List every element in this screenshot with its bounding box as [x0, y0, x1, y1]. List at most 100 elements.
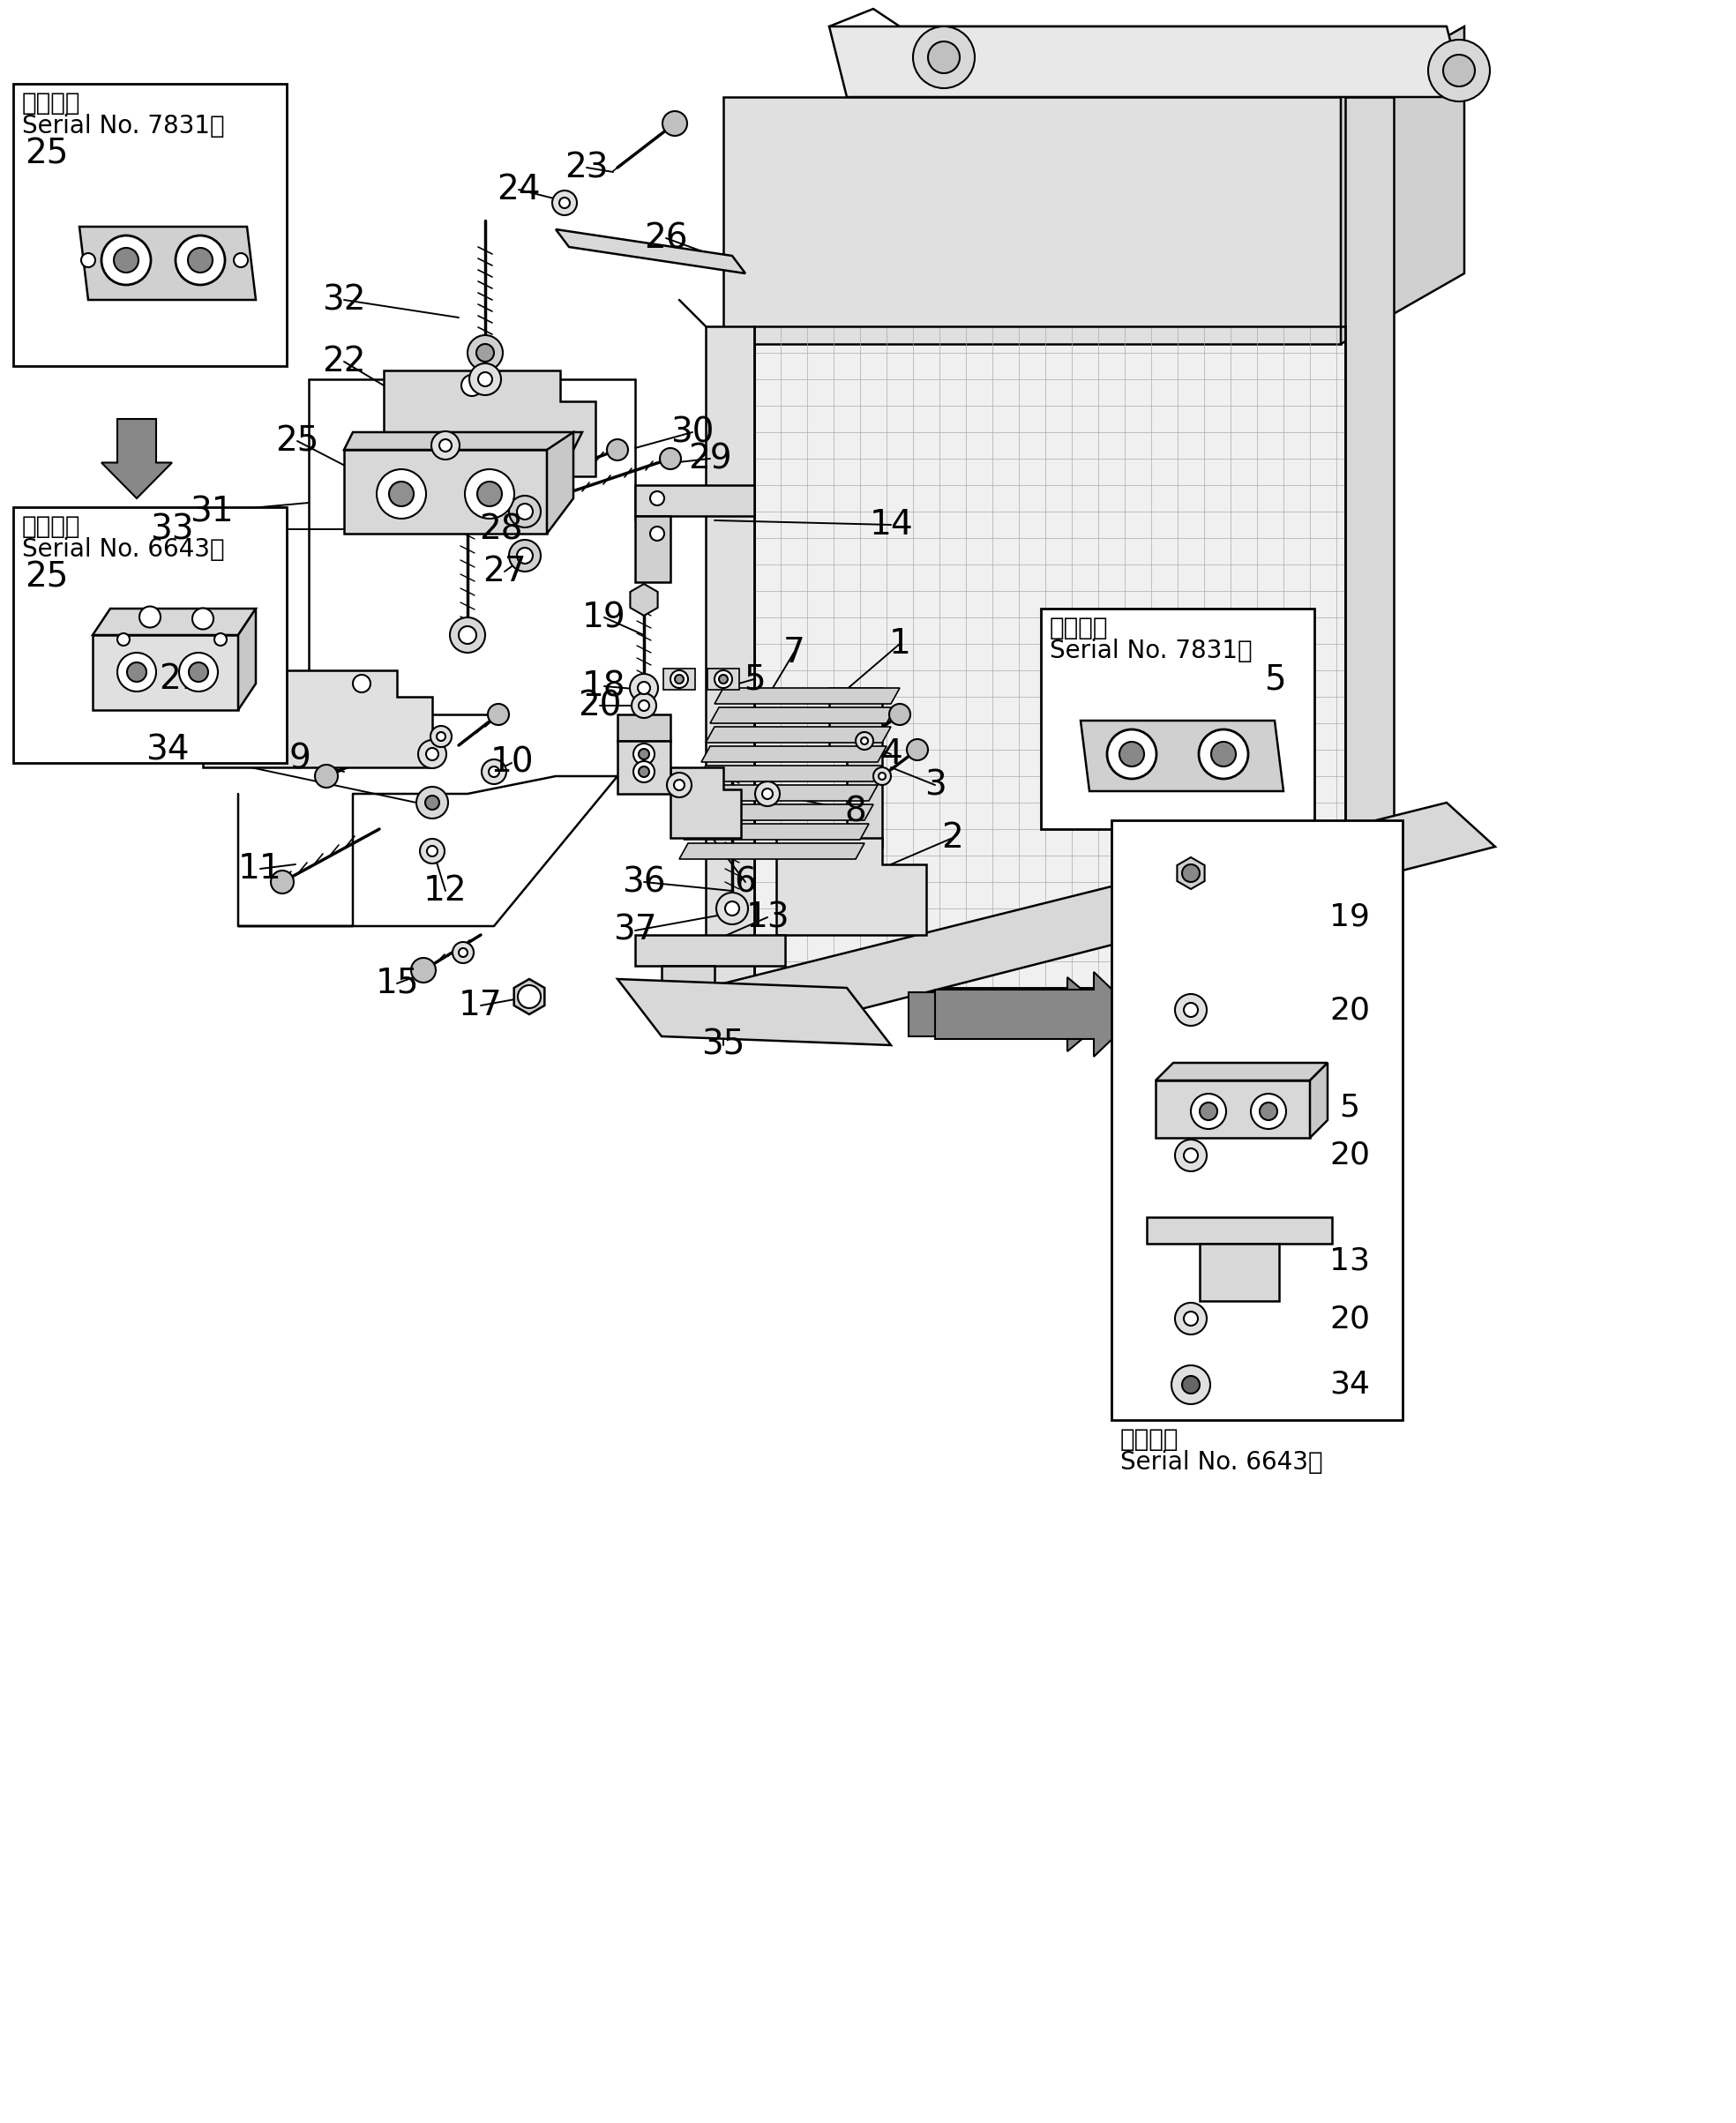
- Circle shape: [856, 732, 873, 749]
- Text: 3: 3: [924, 769, 946, 802]
- Polygon shape: [753, 327, 1345, 987]
- Text: 30: 30: [670, 416, 713, 448]
- Polygon shape: [80, 227, 255, 299]
- Circle shape: [314, 764, 339, 788]
- Polygon shape: [1177, 858, 1205, 890]
- Text: 7: 7: [783, 637, 806, 669]
- Circle shape: [1260, 1102, 1278, 1121]
- Text: 適用号機: 適用号機: [23, 514, 80, 539]
- Circle shape: [632, 694, 656, 718]
- Circle shape: [477, 372, 493, 386]
- Circle shape: [1200, 1102, 1217, 1121]
- Circle shape: [118, 652, 156, 692]
- Circle shape: [670, 671, 687, 688]
- Polygon shape: [830, 688, 882, 847]
- Polygon shape: [830, 25, 1463, 98]
- Circle shape: [118, 633, 130, 645]
- Text: 8: 8: [845, 794, 866, 828]
- Circle shape: [450, 618, 484, 652]
- Text: 19: 19: [582, 601, 627, 635]
- Polygon shape: [556, 229, 745, 274]
- Circle shape: [861, 737, 868, 745]
- Circle shape: [639, 701, 649, 711]
- Bar: [663, 669, 694, 690]
- Circle shape: [139, 607, 160, 628]
- Polygon shape: [696, 766, 882, 781]
- Circle shape: [660, 448, 681, 469]
- Circle shape: [1175, 1304, 1207, 1335]
- Circle shape: [755, 781, 779, 807]
- Circle shape: [517, 503, 533, 520]
- Bar: [1111, 819, 1403, 1420]
- Circle shape: [1184, 1002, 1198, 1017]
- Circle shape: [873, 766, 891, 786]
- Circle shape: [418, 741, 446, 769]
- Text: 1: 1: [889, 626, 911, 660]
- Text: 20: 20: [1330, 1140, 1370, 1170]
- Circle shape: [234, 253, 248, 267]
- Circle shape: [1191, 1093, 1226, 1129]
- Circle shape: [1212, 741, 1236, 766]
- Circle shape: [431, 726, 451, 747]
- Text: 11: 11: [238, 851, 283, 885]
- Text: 34: 34: [1330, 1369, 1370, 1399]
- Circle shape: [476, 344, 495, 361]
- Circle shape: [187, 248, 212, 272]
- Circle shape: [214, 633, 227, 645]
- Circle shape: [634, 743, 654, 764]
- Circle shape: [637, 681, 649, 694]
- Circle shape: [1184, 1149, 1198, 1163]
- Text: 適用号機: 適用号機: [23, 91, 80, 115]
- Polygon shape: [618, 715, 670, 741]
- Circle shape: [477, 482, 502, 505]
- Polygon shape: [344, 433, 582, 450]
- Circle shape: [717, 892, 748, 924]
- Text: 29: 29: [687, 442, 733, 476]
- Text: 23: 23: [564, 151, 608, 185]
- Circle shape: [552, 191, 576, 214]
- Polygon shape: [344, 450, 547, 533]
- Circle shape: [453, 943, 474, 964]
- Circle shape: [639, 749, 649, 760]
- Circle shape: [389, 482, 413, 505]
- Circle shape: [559, 197, 569, 208]
- Polygon shape: [670, 766, 741, 839]
- Circle shape: [465, 469, 514, 518]
- Circle shape: [377, 469, 425, 518]
- Circle shape: [179, 652, 219, 692]
- Text: 5: 5: [1340, 1091, 1359, 1121]
- Bar: [14, 83, 286, 365]
- Polygon shape: [661, 966, 715, 1032]
- Circle shape: [726, 902, 740, 915]
- Text: 20: 20: [1330, 1304, 1370, 1333]
- Polygon shape: [1200, 1244, 1279, 1301]
- Polygon shape: [1340, 25, 1463, 344]
- Text: 5: 5: [743, 662, 766, 696]
- Circle shape: [271, 870, 293, 894]
- Polygon shape: [514, 979, 545, 1015]
- Circle shape: [608, 439, 628, 461]
- Polygon shape: [710, 707, 896, 724]
- Circle shape: [906, 739, 929, 760]
- Polygon shape: [101, 418, 172, 499]
- Text: 10: 10: [490, 745, 533, 779]
- Circle shape: [719, 675, 727, 684]
- Polygon shape: [707, 726, 891, 743]
- Polygon shape: [547, 433, 573, 533]
- Circle shape: [127, 662, 146, 681]
- Text: 25: 25: [276, 425, 319, 459]
- Circle shape: [1429, 40, 1489, 102]
- Polygon shape: [693, 786, 878, 800]
- Circle shape: [1252, 1093, 1286, 1129]
- Text: 13: 13: [1330, 1246, 1370, 1276]
- Circle shape: [411, 957, 436, 983]
- Circle shape: [490, 766, 500, 777]
- Circle shape: [663, 110, 687, 136]
- Circle shape: [467, 335, 503, 369]
- Text: 15: 15: [375, 966, 418, 1000]
- Text: 21: 21: [160, 662, 203, 696]
- Text: Serial No. 6643～: Serial No. 6643～: [23, 537, 224, 563]
- Circle shape: [352, 675, 370, 692]
- Circle shape: [517, 985, 540, 1008]
- Polygon shape: [238, 609, 255, 709]
